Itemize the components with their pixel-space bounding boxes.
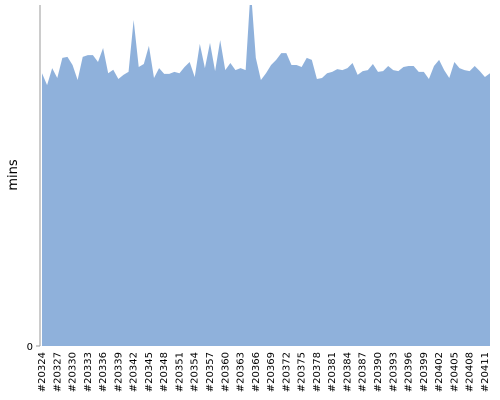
x-tick-label: #20324	[37, 352, 48, 392]
x-tick-label: #20393	[388, 352, 399, 392]
x-tick-label: #20402	[434, 352, 445, 392]
x-tick-label: #20375	[297, 352, 308, 392]
x-tick-label: #20360	[220, 352, 231, 392]
area	[42, 5, 490, 346]
x-tick-label: #20399	[419, 352, 430, 392]
x-tick-label: #20336	[98, 352, 109, 392]
y-axis-label: mins	[6, 159, 21, 191]
x-tick-label: #20333	[83, 352, 94, 392]
x-tick-label: #20378	[312, 352, 323, 392]
x-tick-label: #20357	[205, 352, 216, 392]
x-tick-label: #20381	[327, 352, 338, 392]
x-tick-label: #20327	[52, 352, 63, 392]
y-tick-label: 0	[27, 342, 33, 353]
x-tick-label: #20405	[449, 352, 460, 392]
x-tick-label: #20408	[465, 352, 476, 392]
x-tick-label: #20387	[358, 352, 369, 392]
x-tick-label: #20372	[281, 352, 292, 392]
x-tick-label: #20411	[480, 352, 491, 392]
x-tick-label: #20354	[190, 352, 201, 392]
x-tick-label: #20390	[373, 352, 384, 392]
x-tick-label: #20363	[236, 352, 247, 392]
x-tick-label: #20384	[342, 352, 353, 392]
x-tick-label: #20348	[159, 352, 170, 392]
x-tick-label: #20342	[129, 352, 140, 392]
x-tick-label: #20339	[113, 352, 124, 392]
x-tick-label: #20351	[174, 352, 185, 392]
x-tick-label: #20369	[266, 352, 277, 392]
x-tick-label: #20366	[251, 352, 262, 392]
x-tick-label: #20345	[144, 352, 155, 392]
x-tick-label: #20330	[68, 352, 79, 392]
x-tick-label: #20396	[404, 352, 415, 392]
